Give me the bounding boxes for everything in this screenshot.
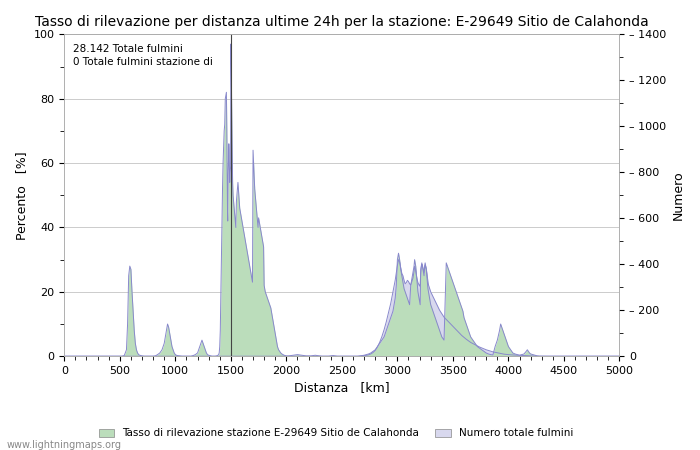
Text: www.lightningmaps.org: www.lightningmaps.org	[7, 440, 122, 450]
Title: Tasso di rilevazione per distanza ultime 24h per la stazione: E-29649 Sitio de C: Tasso di rilevazione per distanza ultime…	[35, 15, 649, 29]
X-axis label: Distanza   [km]: Distanza [km]	[294, 382, 390, 395]
Legend: Tasso di rilevazione stazione E-29649 Sitio de Calahonda, Numero totale fulmini: Tasso di rilevazione stazione E-29649 Si…	[94, 424, 578, 442]
Text: 28.142 Totale fulmini
0 Totale fulmini stazione di: 28.142 Totale fulmini 0 Totale fulmini s…	[73, 44, 213, 67]
Y-axis label: Percento   [%]: Percento [%]	[15, 151, 28, 239]
Y-axis label: Numero: Numero	[672, 171, 685, 220]
